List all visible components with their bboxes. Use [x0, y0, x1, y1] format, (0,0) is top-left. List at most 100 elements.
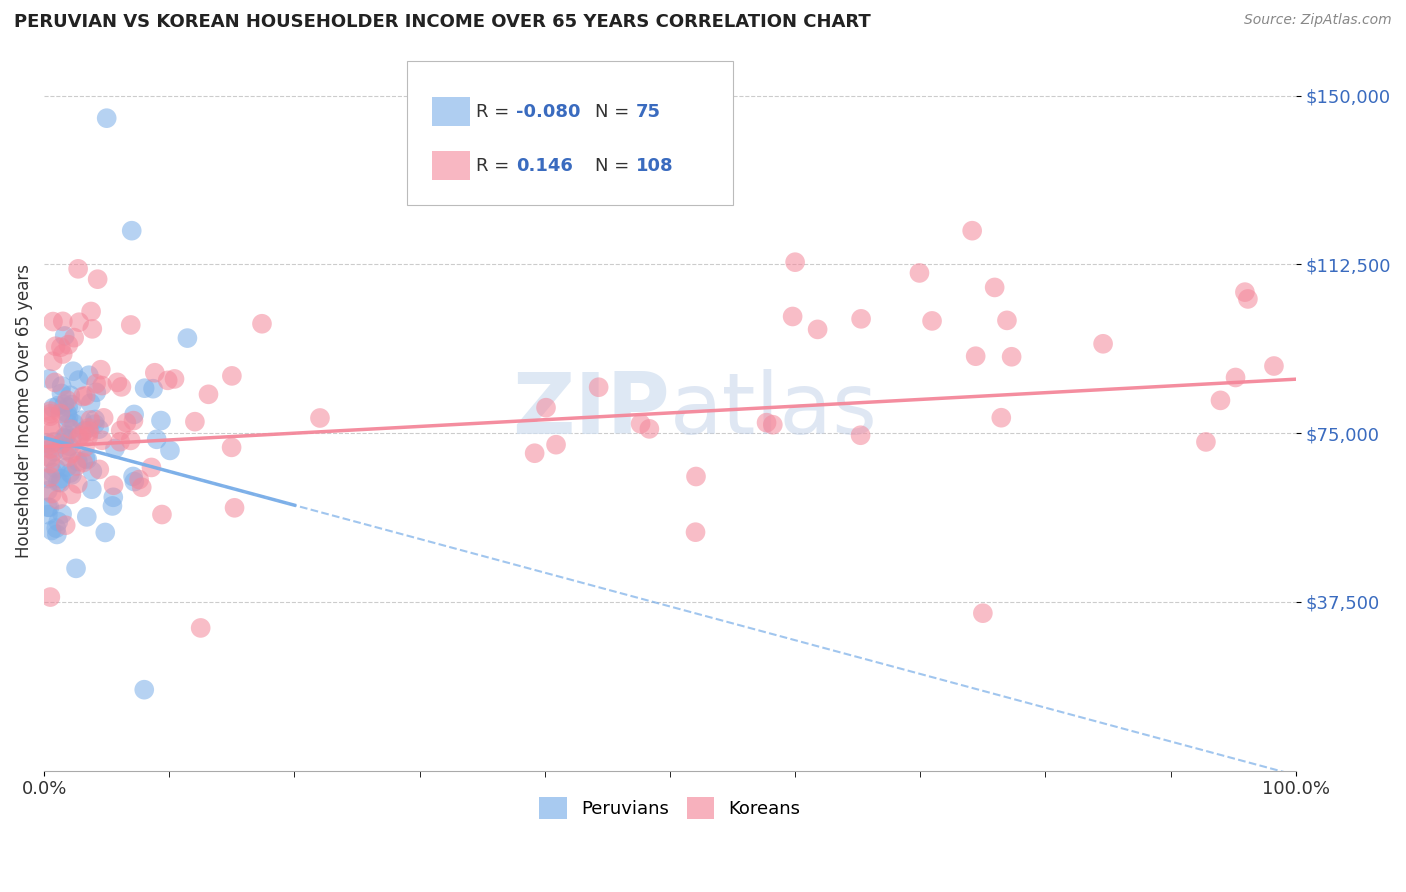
Point — [73, 424, 96, 438]
Point — [807, 322, 830, 336]
Point — [60, 487, 83, 501]
Point — [120, 318, 142, 332]
Point — [56, 417, 79, 431]
Point — [42, 315, 65, 329]
Point — [82, 464, 104, 478]
Point — [1000, 350, 1022, 364]
Point — [122, 408, 145, 422]
Point — [150, 508, 173, 522]
Point — [849, 428, 872, 442]
Point — [110, 380, 132, 394]
Point — [45, 339, 67, 353]
Point — [534, 401, 557, 415]
Point — [56, 406, 79, 420]
Point — [1237, 292, 1260, 306]
Point — [49, 340, 72, 354]
Point — [44, 376, 66, 390]
Point — [79, 413, 101, 427]
Point — [56, 450, 79, 464]
Point — [156, 373, 179, 387]
Point — [1225, 370, 1247, 384]
Point — [59, 388, 82, 402]
Point — [250, 317, 273, 331]
Point — [190, 621, 212, 635]
Text: N =: N = — [595, 157, 636, 175]
Point — [58, 337, 80, 351]
Point — [1092, 336, 1115, 351]
Point — [58, 410, 80, 425]
Point — [197, 387, 219, 401]
Point — [685, 469, 707, 483]
Point — [630, 417, 652, 431]
Point — [72, 456, 94, 470]
Point — [51, 437, 73, 451]
Point — [67, 315, 90, 329]
Point — [42, 401, 65, 415]
Point — [224, 500, 246, 515]
Point — [755, 416, 778, 430]
Point — [1209, 393, 1232, 408]
Text: N =: N = — [595, 103, 636, 121]
Point — [79, 396, 101, 410]
Text: ZIP: ZIP — [512, 369, 669, 452]
Legend: Peruvians, Koreans: Peruvians, Koreans — [533, 790, 807, 827]
Point — [149, 413, 172, 427]
Point — [80, 304, 103, 318]
Text: 108: 108 — [636, 157, 673, 175]
Point — [41, 466, 63, 480]
Point — [49, 407, 72, 421]
Point — [93, 410, 115, 425]
Text: Source: ZipAtlas.com: Source: ZipAtlas.com — [1244, 13, 1392, 28]
Point — [39, 419, 62, 434]
Point — [104, 442, 127, 456]
Point — [53, 329, 76, 343]
Point — [141, 460, 163, 475]
Point — [87, 422, 110, 436]
Point — [55, 428, 77, 442]
Point — [39, 457, 62, 471]
Point — [638, 422, 661, 436]
Point — [59, 422, 82, 436]
Point — [51, 379, 73, 393]
Point — [39, 442, 62, 456]
Point — [56, 459, 79, 474]
Point — [39, 450, 62, 465]
Point — [184, 415, 207, 429]
Text: PERUVIAN VS KOREAN HOUSEHOLDER INCOME OVER 65 YEARS CORRELATION CHART: PERUVIAN VS KOREAN HOUSEHOLDER INCOME OV… — [14, 13, 870, 31]
Point — [60, 446, 83, 460]
Point — [972, 606, 994, 620]
Point — [124, 475, 146, 489]
Point — [46, 399, 69, 413]
Point — [63, 331, 86, 345]
Point — [38, 372, 60, 386]
Point — [134, 381, 156, 395]
Point — [159, 443, 181, 458]
Point — [52, 347, 75, 361]
Point — [90, 362, 112, 376]
Point — [103, 478, 125, 492]
Point — [91, 378, 114, 392]
Point — [39, 407, 62, 421]
Point — [67, 430, 90, 444]
Point — [965, 349, 987, 363]
Point — [37, 500, 59, 515]
Point — [65, 458, 87, 473]
Point — [176, 331, 198, 345]
Point — [63, 417, 86, 431]
Point — [84, 385, 107, 400]
Point — [56, 393, 79, 408]
Point — [785, 255, 807, 269]
Point — [131, 480, 153, 494]
Point — [77, 421, 100, 435]
Point — [84, 412, 107, 426]
Point — [39, 590, 62, 604]
Point — [39, 437, 62, 451]
Point — [37, 483, 59, 498]
Point — [163, 372, 186, 386]
Point — [51, 507, 73, 521]
Point — [75, 389, 97, 403]
Point — [73, 440, 96, 454]
Point — [221, 441, 243, 455]
Point — [1263, 359, 1285, 373]
Point — [51, 472, 73, 486]
